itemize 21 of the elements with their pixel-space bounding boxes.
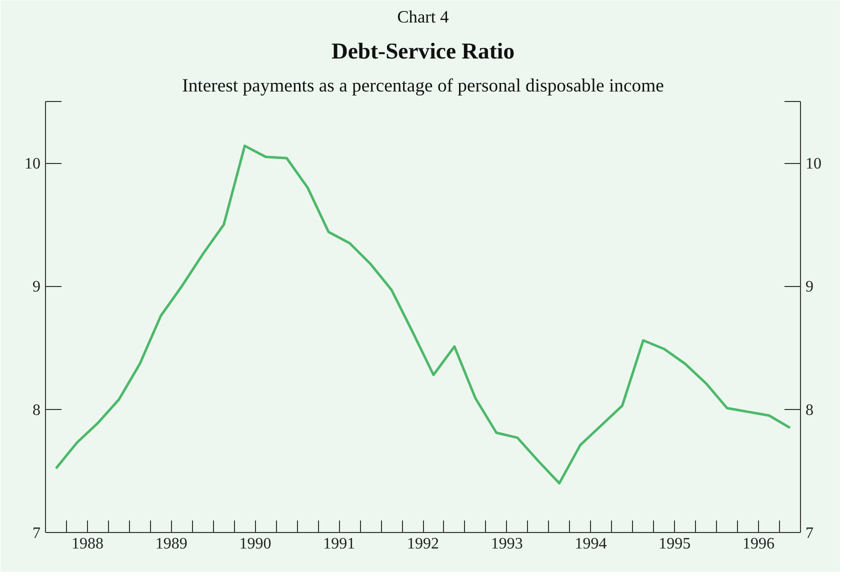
caption: Chart 4 xyxy=(397,8,450,26)
y2-tick-label: 8 xyxy=(806,402,814,419)
y2-tick-label: 9 xyxy=(806,278,814,296)
x-tick-label: 1991 xyxy=(323,536,356,552)
line-series xyxy=(54,144,792,484)
chart-subtitle: Interest payments as a percentage of personal disposable income xyxy=(182,76,664,96)
x-tick-label: 1996 xyxy=(742,536,775,552)
chart-title: Debt-Service Ratio xyxy=(331,38,515,64)
y-tick-label: 8 xyxy=(32,402,40,419)
x-tick-label: 1992 xyxy=(407,536,439,552)
x-tick-label: 1995 xyxy=(658,536,691,552)
y-tick-label: 10 xyxy=(24,156,40,173)
x-tick-label: 1994 xyxy=(574,536,607,552)
y2-tick-label: 10 xyxy=(806,156,822,173)
y-tick-label: 7 xyxy=(32,525,40,542)
x-tick-label: 1988 xyxy=(71,536,104,552)
y2-tick-label: 7 xyxy=(806,525,814,542)
x-tick-label: 1993 xyxy=(490,536,523,552)
x-tick-label: 1990 xyxy=(239,536,272,552)
x-tick-label: 1989 xyxy=(155,536,188,552)
y-tick-label: 9 xyxy=(32,278,40,296)
